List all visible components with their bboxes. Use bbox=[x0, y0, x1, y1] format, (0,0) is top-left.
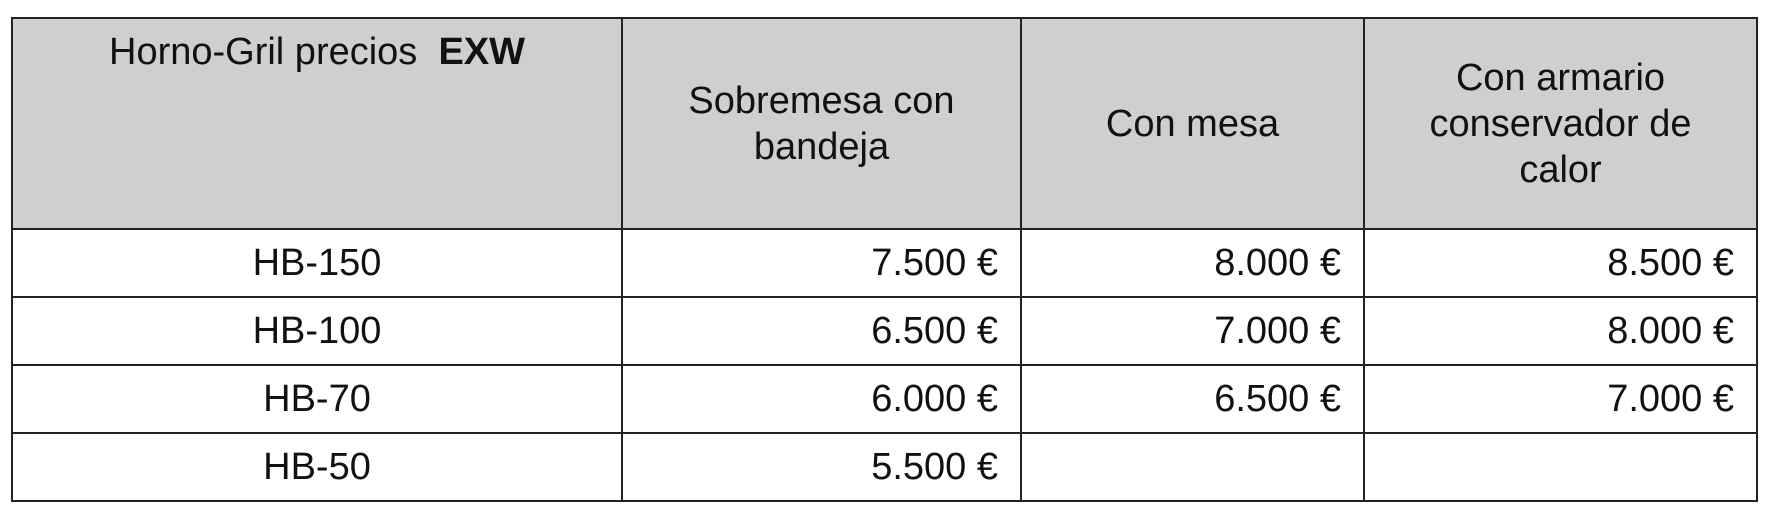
price-cell bbox=[1020, 432, 1365, 502]
model-cell: HB-70 bbox=[11, 364, 623, 434]
table-row: HB-70 6.000 € 6.500 € 7.000 € bbox=[11, 364, 1758, 434]
table-row: HB-100 6.500 € 7.000 € 8.000 € bbox=[11, 296, 1758, 366]
model-cell: HB-100 bbox=[11, 296, 623, 366]
price-cell: 8.500 € bbox=[1363, 228, 1758, 298]
price-cell: 5.500 € bbox=[621, 432, 1022, 502]
price-cell: 6.000 € bbox=[621, 364, 1022, 434]
price-cell: 8.000 € bbox=[1363, 296, 1758, 366]
price-cell: 7.000 € bbox=[1363, 364, 1758, 434]
price-cell bbox=[1363, 432, 1758, 502]
column-header: Con mesa bbox=[1020, 17, 1365, 230]
corner-label-bold: EXW bbox=[438, 31, 525, 73]
corner-header: Horno-Gril precios EXW bbox=[11, 17, 623, 230]
column-header: Con armario conservador de calor bbox=[1363, 17, 1758, 230]
price-cell: 6.500 € bbox=[621, 296, 1022, 366]
model-cell: HB-150 bbox=[11, 228, 623, 298]
price-table: Horno-Gril precios EXW Sobremesa con ban… bbox=[11, 17, 1758, 502]
column-header: Sobremesa con bandeja bbox=[621, 17, 1022, 230]
price-cell: 8.000 € bbox=[1020, 228, 1365, 298]
price-cell: 7.500 € bbox=[621, 228, 1022, 298]
table-row: HB-150 7.500 € 8.000 € 8.500 € bbox=[11, 228, 1758, 298]
price-cell: 6.500 € bbox=[1020, 364, 1365, 434]
header-row: Horno-Gril precios EXW Sobremesa con ban… bbox=[11, 17, 1758, 230]
table-row: HB-50 5.500 € bbox=[11, 432, 1758, 502]
corner-label: Horno-Gril precios bbox=[109, 31, 418, 73]
model-cell: HB-50 bbox=[11, 432, 623, 502]
price-cell: 7.000 € bbox=[1020, 296, 1365, 366]
